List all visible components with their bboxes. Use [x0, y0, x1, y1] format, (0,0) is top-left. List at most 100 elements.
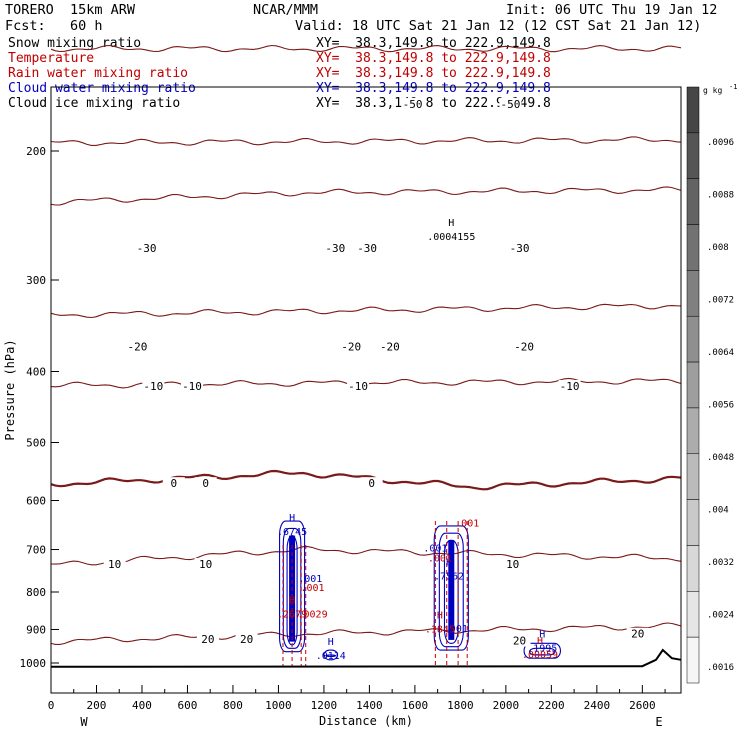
legend-name-temperature: Temperature — [8, 51, 95, 66]
cloud-water-core — [448, 540, 455, 640]
y-tick-label: 600 — [26, 494, 46, 507]
isotherm-label: 10 — [108, 558, 121, 571]
isotherm-label-bg — [401, 97, 424, 110]
colorbar-segment — [686, 361, 700, 409]
colorbar-segment — [686, 453, 700, 500]
isotherm-label-bg — [499, 97, 522, 110]
colorbar-label: .0016 — [707, 663, 734, 673]
colorbar-label: .0064 — [707, 348, 734, 358]
isotherm-label-bg — [103, 558, 126, 571]
x-end-label-west: W — [80, 715, 88, 729]
isotherm-line — [50, 303, 682, 319]
colorbar-segment — [686, 315, 700, 363]
cloud-water-contour — [523, 642, 562, 659]
colorbar-segment — [686, 407, 700, 455]
isotherm-line — [50, 186, 682, 206]
isotherm-line — [50, 546, 682, 566]
rain-maximum-h-marker: H — [537, 636, 543, 647]
isotherm-label-bg — [340, 340, 363, 353]
cloud-water-maximum-label: .1995 — [527, 643, 557, 654]
legend-xy-snow: XY= 38.3,149.8 to 222.9,149.8 — [316, 36, 551, 51]
colorbar-segment — [686, 636, 700, 684]
colorbar-unit: g kg — [703, 86, 722, 95]
x-tick-label: 2000 — [493, 699, 520, 712]
cloud-water-maximum-h-marker: H — [328, 637, 334, 648]
isotherm-label: -50 — [500, 98, 520, 111]
cloud-water-contour — [325, 654, 337, 658]
x-tick-label: 400 — [132, 699, 152, 712]
isotherm-label-bg — [196, 632, 219, 645]
rain-maximum-label: .2679 — [277, 609, 307, 620]
y-axis-label: Pressure (hPa) — [3, 339, 17, 440]
x-end-label-east: E — [655, 715, 662, 729]
isotherm-label-bg — [508, 241, 531, 254]
x-tick-label: 1400 — [356, 699, 383, 712]
isotherm-label-bg — [558, 380, 581, 393]
isotherm-label: -20 — [127, 341, 147, 354]
isotherm-label-bg — [378, 340, 401, 353]
isotherm-label: 10 — [199, 558, 212, 571]
cloud-water-maximum-label: .6745 — [277, 527, 307, 538]
isotherm-label: -30 — [510, 242, 530, 255]
x-tick-label: 2400 — [584, 699, 611, 712]
x-tick-label: 1000 — [265, 699, 292, 712]
isotherm-line — [50, 136, 682, 146]
legend-name-cloud-ice: Cloud ice mixing ratio — [8, 96, 181, 111]
cloud-water-maximum-label: .0114 — [316, 651, 346, 662]
cloud-water-contour-label: .001 — [444, 624, 468, 635]
legend-name-rain: Rain water mixing ratio — [8, 66, 189, 81]
isotherm-label-bg — [347, 380, 370, 393]
rain-maximum-h-marker: H — [437, 610, 443, 621]
y-tick-label: 500 — [26, 436, 46, 449]
org-title: NCAR/MMM — [253, 2, 319, 18]
init-time: Init: 06 UTC Thu 19 Jan 12 — [506, 2, 718, 18]
isotherm-label: -10 — [182, 380, 202, 393]
colorbar-segment — [686, 86, 700, 134]
isotherm-label-bg — [501, 558, 524, 571]
rain-contour-label: .001 — [428, 553, 452, 564]
isotherm-label: 0 — [202, 477, 209, 490]
x-tick-label: 1600 — [402, 699, 429, 712]
valid-time: Valid: 18 UTC Sat 21 Jan 12 (12 CST Sat … — [295, 18, 702, 34]
isotherm-label: -30 — [137, 242, 157, 255]
rain-maximum-label: .1845 — [425, 624, 455, 635]
isotherm-label-bg — [360, 477, 383, 490]
colorbar-segment — [686, 224, 700, 271]
isotherm-label-bg — [126, 340, 149, 353]
isotherm-line — [50, 469, 682, 491]
y-tick-label: 300 — [26, 274, 46, 287]
y-tick-label: 700 — [26, 544, 46, 557]
rain-maximum-h-marker: H — [289, 595, 295, 606]
colorbar-segment — [686, 545, 700, 592]
x-tick-label: 200 — [87, 699, 107, 712]
cloud-water-maximum-label: .7562 — [434, 572, 464, 583]
isotherm-label: -50 — [403, 98, 423, 111]
colorbar-label: .0088 — [707, 191, 734, 201]
colorbar-label: .0056 — [707, 401, 734, 411]
cloud-water-contour-label: .001 — [423, 544, 447, 555]
isotherm-label-bg — [194, 477, 217, 490]
rain-contour-label: .001 — [455, 519, 479, 530]
y-tick-label: 800 — [26, 586, 46, 599]
cloud-water-contour — [433, 525, 469, 651]
isotherm-label-bg — [508, 634, 531, 647]
isotherm-label: 20 — [240, 633, 253, 646]
legend-name-cloud-water: Cloud water mixing ratio — [8, 81, 196, 96]
isotherm-label: -10 — [560, 380, 580, 393]
cloud-water-contour — [528, 647, 556, 656]
isotherm-label-bg — [162, 477, 185, 490]
legend-name-snow: Snow mixing ratio — [8, 36, 142, 51]
x-tick-label: 800 — [223, 699, 243, 712]
terrain-line — [50, 648, 682, 668]
isotherm-label-bg — [235, 632, 258, 645]
legend-xy-cloud-water: XY= 38.3,149.8 to 222.9,149.8 — [316, 81, 551, 96]
rain-contour-label: .0029 — [297, 609, 327, 620]
isotherm-label: -10 — [348, 380, 368, 393]
isotherm-label: 10 — [506, 558, 519, 571]
colorbar-label: .0032 — [707, 558, 734, 568]
x-axis-label: Distance (km) — [319, 714, 413, 728]
isotherm-label-bg — [324, 241, 347, 254]
isotherm-label: 0 — [171, 477, 178, 490]
isotherm-label: 20 — [201, 633, 214, 646]
